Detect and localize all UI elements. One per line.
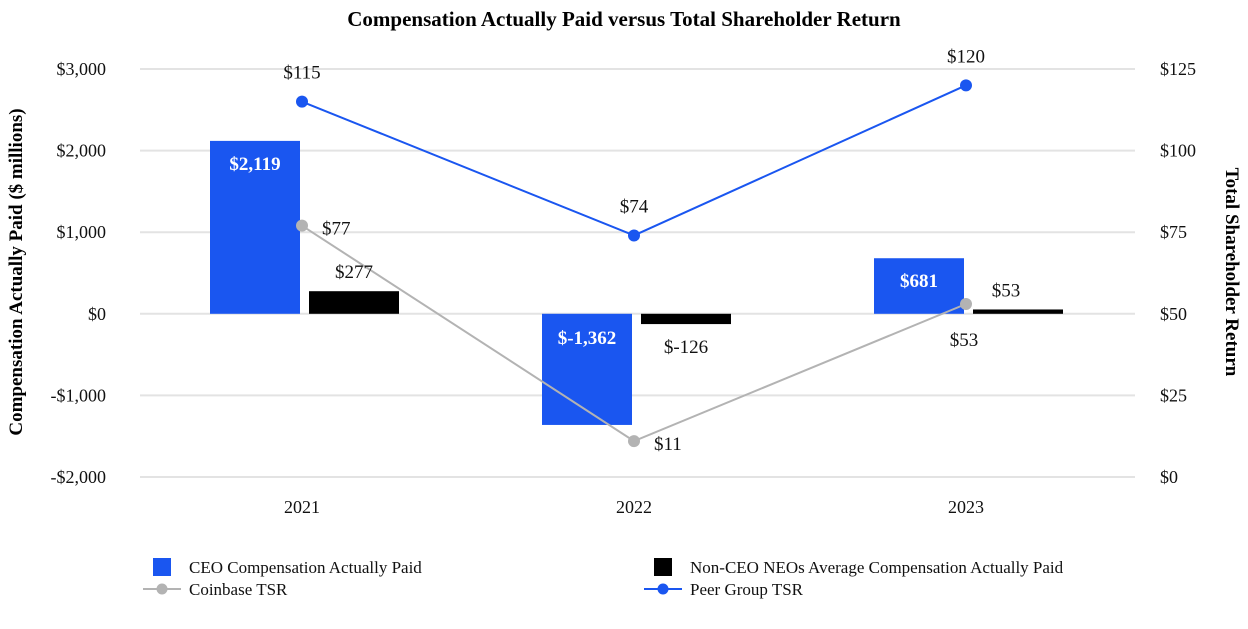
peer-tsr-point-2021 [296,95,308,108]
line-data-label: $115 [283,63,320,84]
y-tick-label: $2,000 [57,141,107,161]
bar-ceo-2021 [210,140,300,314]
bar-neo-2022 [641,313,731,325]
bar-data-label: $-1,362 [558,328,617,349]
data-labels: $2,119 $-1,362 $681 $277 $-126 $53 $77 $11 $53 $1… [229,46,1020,455]
y2-tick-label: $25 [1160,385,1187,405]
coinbase-tsr-point-2021 [296,219,308,232]
bar-neo-2023 [973,309,1063,314]
coinbase-tsr-point-2022 [628,435,640,448]
lines [296,79,972,448]
y-tick-label: -$1,000 [51,385,107,405]
legend-peer-label: Peer Group TSR [690,580,804,599]
y-tick-label: $3,000 [57,59,107,79]
x-tick-label: 2023 [948,497,984,517]
y2-axis-title: Total Shareholder Return [1221,168,1242,377]
legend-ceo-swatch [153,558,171,576]
legend: CEO Compensation Actually Paid Non-CEO NE… [143,558,1064,599]
coinbase-tsr-point-2023 [960,298,972,311]
y2-tick-label: $75 [1160,222,1187,242]
legend-neo-swatch [654,558,672,576]
y2-tick-label: $50 [1160,304,1187,324]
legend-coinbase-label: Coinbase TSR [189,580,288,599]
bar-data-label: $681 [900,271,938,292]
y2-tick-label: $100 [1160,141,1196,161]
bar-neo-2021 [309,291,399,314]
y2-tick-label: $0 [1160,467,1178,487]
y-tick-label: $0 [88,304,106,324]
bar-data-label: $277 [335,262,373,283]
axes: $3,000 $2,000 $1,000 $0 -$1,000 -$2,000 $125 $1… [51,59,1197,517]
bars [210,140,1063,425]
y2-tick-label: $125 [1160,59,1196,79]
peer-tsr-point-2023 [960,79,972,92]
bar-ceo-2022 [542,313,632,425]
line-data-label: $11 [654,434,682,455]
line-data-label: $120 [947,46,985,67]
bar-data-label: $-126 [664,337,708,358]
line-data-label: $53 [950,330,979,351]
peer-tsr-point-2022 [628,229,640,242]
legend-coinbase-swatch-marker [156,583,168,595]
chart-title: Compensation Actually Paid versus Total … [347,7,901,31]
x-tick-label: 2022 [616,497,652,517]
y-axis-title: Compensation Actually Paid ($ millions) [6,108,27,435]
legend-ceo-label: CEO Compensation Actually Paid [189,558,422,577]
legend-neo-label: Non-CEO NEOs Average Compensation Actual… [690,558,1064,577]
bar-ceo-2023 [874,258,964,314]
legend-peer-swatch-marker [657,583,669,595]
y-tick-label: $1,000 [57,222,107,242]
x-tick-label: 2021 [284,497,320,517]
bar-data-label: $53 [992,280,1021,301]
bar-data-label: $2,119 [229,154,280,175]
line-data-label: $74 [620,196,649,217]
y-tick-label: -$2,000 [51,467,107,487]
line-data-label: $77 [322,219,351,240]
coinbase-tsr-line [301,224,967,443]
